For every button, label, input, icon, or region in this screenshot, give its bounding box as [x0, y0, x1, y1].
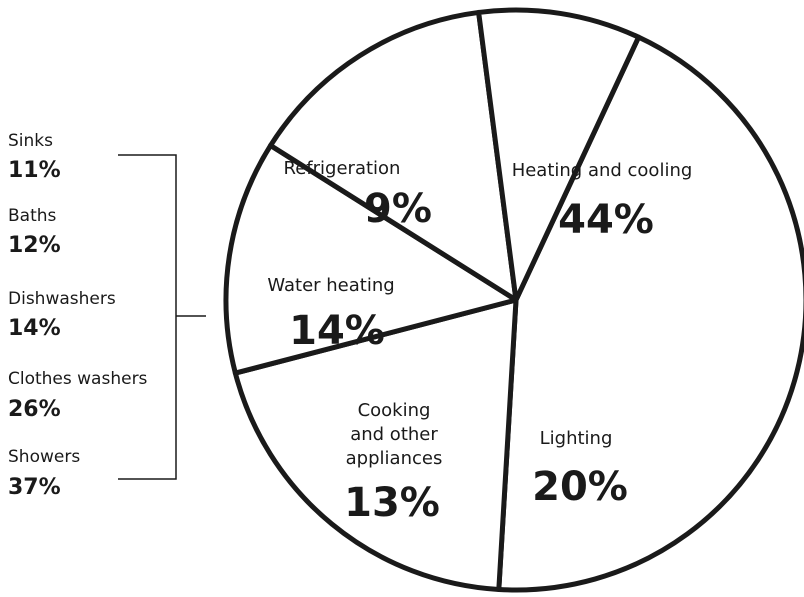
breakdown-label-clothes-washers: Clothes washers — [8, 369, 148, 389]
slice-label-lighting: Lighting — [540, 428, 613, 449]
pie-slice-cooking-and-other-appliances — [223, 142, 519, 376]
breakdown-label-showers: Showers — [8, 447, 80, 467]
pie-slices — [223, 7, 804, 593]
pie-slice-refrigeration — [476, 7, 642, 303]
slice-value-water: 14% — [289, 308, 385, 354]
slice-label-cooking-line3: appliances — [346, 448, 443, 469]
breakdown-value-clothes-washers: 26% — [8, 397, 61, 422]
breakdown-label-sinks: Sinks — [8, 131, 53, 151]
breakdown-value-dishwashers: 14% — [8, 316, 61, 341]
breakdown-value-sinks: 11% — [8, 158, 61, 183]
breakdown-label-dishwashers: Dishwashers — [8, 289, 116, 309]
slice-label-cooking-line2: and other — [350, 424, 438, 445]
slice-value-heating: 44% — [558, 197, 654, 243]
slice-value-refrigeration: 9% — [364, 186, 432, 232]
slice-label-heating: Heating and cooling — [512, 160, 693, 181]
slice-value-cooking: 13% — [344, 480, 440, 526]
pie-slice-lighting — [232, 297, 519, 592]
breakdown-label-baths: Baths — [8, 206, 57, 226]
pie-slice-water-heating — [268, 9, 519, 303]
slice-label-refrigeration: Refrigeration — [284, 158, 401, 179]
breakdown-bracket — [118, 154, 206, 480]
slice-value-lighting: 20% — [532, 464, 628, 510]
slice-label-cooking-line1: Cooking — [358, 400, 431, 421]
breakdown-value-showers: 37% — [8, 475, 61, 500]
breakdown-value-baths: 12% — [8, 233, 61, 258]
slice-label-water: Water heating — [267, 275, 394, 296]
